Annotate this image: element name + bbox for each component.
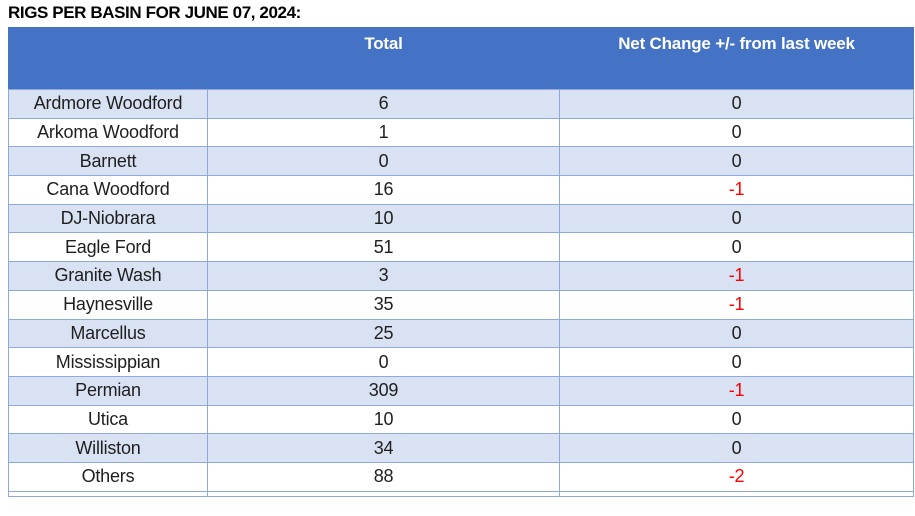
table-row: Others 88 -2 xyxy=(8,461,914,492)
table-row: Granite Wash 3 -1 xyxy=(8,261,914,291)
total-cell: 25 xyxy=(207,318,560,349)
total-cell: 1 xyxy=(207,117,560,148)
table-row: Eagle Ford 51 0 xyxy=(8,232,914,263)
table-row: Williston 34 0 xyxy=(8,433,914,463)
basin-cell: Utica xyxy=(8,404,208,435)
total-cell: 34 xyxy=(207,433,560,463)
basin-cell: Marcellus xyxy=(8,318,208,349)
net-change-cell: 0 xyxy=(559,146,914,177)
spacer-row xyxy=(8,490,914,497)
header-total: Total xyxy=(207,27,560,90)
net-change-cell: 0 xyxy=(559,347,914,377)
net-change-cell: -1 xyxy=(559,375,914,406)
total-cell: 0 xyxy=(207,347,560,377)
net-change-cell: 0 xyxy=(559,89,914,119)
table-row: Marcellus 25 0 xyxy=(8,318,914,349)
table-row: DJ-Niobrara 10 0 xyxy=(8,203,914,234)
total-cell: 3 xyxy=(207,261,560,291)
spacer-cell xyxy=(207,490,560,497)
table-row: Permian 309 -1 xyxy=(8,375,914,406)
total-cell: 0 xyxy=(207,146,560,177)
table-row: Mississippian 0 0 xyxy=(8,347,914,377)
header-row: Total Net Change +/- from last week xyxy=(8,27,914,90)
basin-cell: Others xyxy=(8,461,208,492)
basin-cell: Arkoma Woodford xyxy=(8,117,208,148)
total-cell: 51 xyxy=(207,232,560,263)
net-change-cell: 0 xyxy=(559,404,914,435)
net-change-cell: -1 xyxy=(559,175,914,205)
basin-cell: Eagle Ford xyxy=(8,232,208,263)
spacer-cell xyxy=(8,490,208,497)
page-title: RIGS PER BASIN FOR JUNE 07, 2024: xyxy=(8,3,301,22)
header-net-change: Net Change +/- from last week xyxy=(559,27,914,90)
total-cell: 6 xyxy=(207,89,560,119)
table-row: Arkoma Woodford 1 0 xyxy=(8,117,914,148)
net-change-cell: -1 xyxy=(559,289,914,320)
total-cell: 35 xyxy=(207,289,560,320)
table-row: Barnett 0 0 xyxy=(8,146,914,177)
basin-cell: Haynesville xyxy=(8,289,208,320)
basin-cell: Ardmore Woodford xyxy=(8,89,208,119)
net-change-cell: -1 xyxy=(559,261,914,291)
total-cell: 16 xyxy=(207,175,560,205)
basin-cell: Granite Wash xyxy=(8,261,208,291)
table-row: Ardmore Woodford 6 0 xyxy=(8,89,914,119)
net-change-cell: -2 xyxy=(559,461,914,492)
table-row: Haynesville 35 -1 xyxy=(8,289,914,320)
net-change-cell: 0 xyxy=(559,117,914,148)
total-cell: 10 xyxy=(207,404,560,435)
table-row: Cana Woodford 16 -1 xyxy=(8,175,914,205)
basin-cell: Cana Woodford xyxy=(8,175,208,205)
total-cell: 10 xyxy=(207,203,560,234)
net-change-cell: 0 xyxy=(559,203,914,234)
net-change-cell: 0 xyxy=(559,433,914,463)
header-basin xyxy=(8,27,208,90)
total-cell: 88 xyxy=(207,461,560,492)
basin-cell: Williston xyxy=(8,433,208,463)
total-cell: 309 xyxy=(207,375,560,406)
basin-cell: Mississippian xyxy=(8,347,208,377)
rigs-per-basin-table: Total Net Change +/- from last week Ardm… xyxy=(8,27,914,497)
basin-cell: DJ-Niobrara xyxy=(8,203,208,234)
basin-cell: Permian xyxy=(8,375,208,406)
basin-cell: Barnett xyxy=(8,146,208,177)
net-change-cell: 0 xyxy=(559,232,914,263)
net-change-cell: 0 xyxy=(559,318,914,349)
spacer-cell xyxy=(559,490,914,497)
table-row: Utica 10 0 xyxy=(8,404,914,435)
